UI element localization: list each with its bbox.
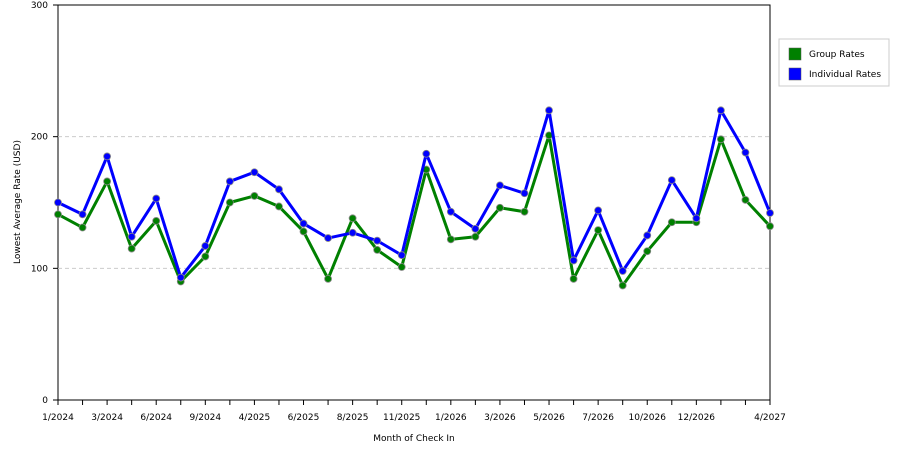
point (471, 232, 480, 241)
point (618, 267, 627, 275)
point (716, 106, 725, 115)
point (127, 244, 136, 253)
point (299, 227, 308, 236)
point (741, 195, 750, 204)
point (299, 219, 308, 228)
point (594, 226, 603, 235)
x-tick-label: 12/2026 (678, 413, 716, 423)
point (422, 149, 431, 158)
legend-swatch (788, 47, 802, 61)
point (152, 194, 161, 203)
point (569, 256, 578, 265)
point (54, 210, 62, 219)
point (225, 177, 234, 186)
y-tick-label: 100 (31, 264, 48, 274)
y-tick-label: 200 (31, 133, 48, 143)
point (667, 176, 676, 185)
point (446, 207, 455, 216)
point (275, 202, 283, 211)
legend-label: Group Rates (809, 50, 865, 60)
point (373, 245, 382, 254)
point (78, 223, 87, 232)
point (643, 247, 652, 256)
point (741, 148, 750, 157)
point (496, 203, 504, 212)
x-tick-label: 1/2026 (435, 413, 467, 423)
y-tick-label: 0 (42, 396, 48, 406)
point (348, 228, 357, 237)
y-axis-label: Lowest Average Rate (USD) (13, 140, 23, 264)
point (78, 210, 87, 219)
x-tick-label: 3/2026 (484, 413, 516, 423)
point (201, 252, 210, 261)
point (373, 236, 382, 245)
point (692, 214, 701, 223)
point (569, 274, 578, 283)
x-tick-label: 9/2024 (189, 413, 221, 423)
point (716, 135, 725, 144)
x-tick-label: 11/2025 (383, 413, 420, 423)
point (127, 232, 136, 241)
point (324, 274, 332, 283)
point (397, 251, 406, 260)
point (520, 207, 529, 216)
point (250, 192, 259, 200)
x-tick-label: 6/2024 (140, 413, 172, 423)
point (201, 242, 210, 250)
point (152, 217, 161, 225)
point (397, 263, 406, 271)
x-tick-label: 7/2026 (582, 413, 614, 423)
point (54, 198, 62, 207)
legend-swatch (788, 67, 802, 81)
point (766, 209, 774, 217)
point (324, 234, 332, 242)
x-tick-label: 10/2026 (629, 413, 667, 423)
series-line (57, 133, 772, 287)
point (545, 106, 553, 115)
x-tick-label: 6/2025 (288, 413, 320, 423)
x-axis-label: Month of Check In (373, 434, 455, 444)
x-tick-label: 4/2027 (754, 413, 786, 423)
point (643, 231, 652, 240)
point (496, 181, 504, 190)
point (348, 214, 357, 223)
x-tick-label: 4/2025 (239, 413, 271, 423)
point (446, 235, 455, 244)
series-line (57, 108, 772, 280)
point (176, 273, 185, 282)
x-tick-label: 5/2026 (533, 413, 565, 423)
point (471, 224, 480, 233)
x-tick-label: 1/2024 (42, 413, 74, 423)
point (766, 222, 774, 231)
point (275, 185, 283, 194)
point (618, 281, 627, 290)
point (250, 168, 259, 177)
point (225, 198, 234, 207)
point (667, 218, 676, 227)
x-tick-label: 8/2025 (337, 413, 369, 423)
legend-label: Individual Rates (809, 70, 881, 80)
point (103, 152, 112, 161)
point (520, 189, 529, 198)
point (103, 177, 112, 186)
point (594, 206, 603, 215)
y-tick-label: 300 (31, 1, 48, 11)
x-tick-label: 3/2024 (91, 413, 123, 423)
